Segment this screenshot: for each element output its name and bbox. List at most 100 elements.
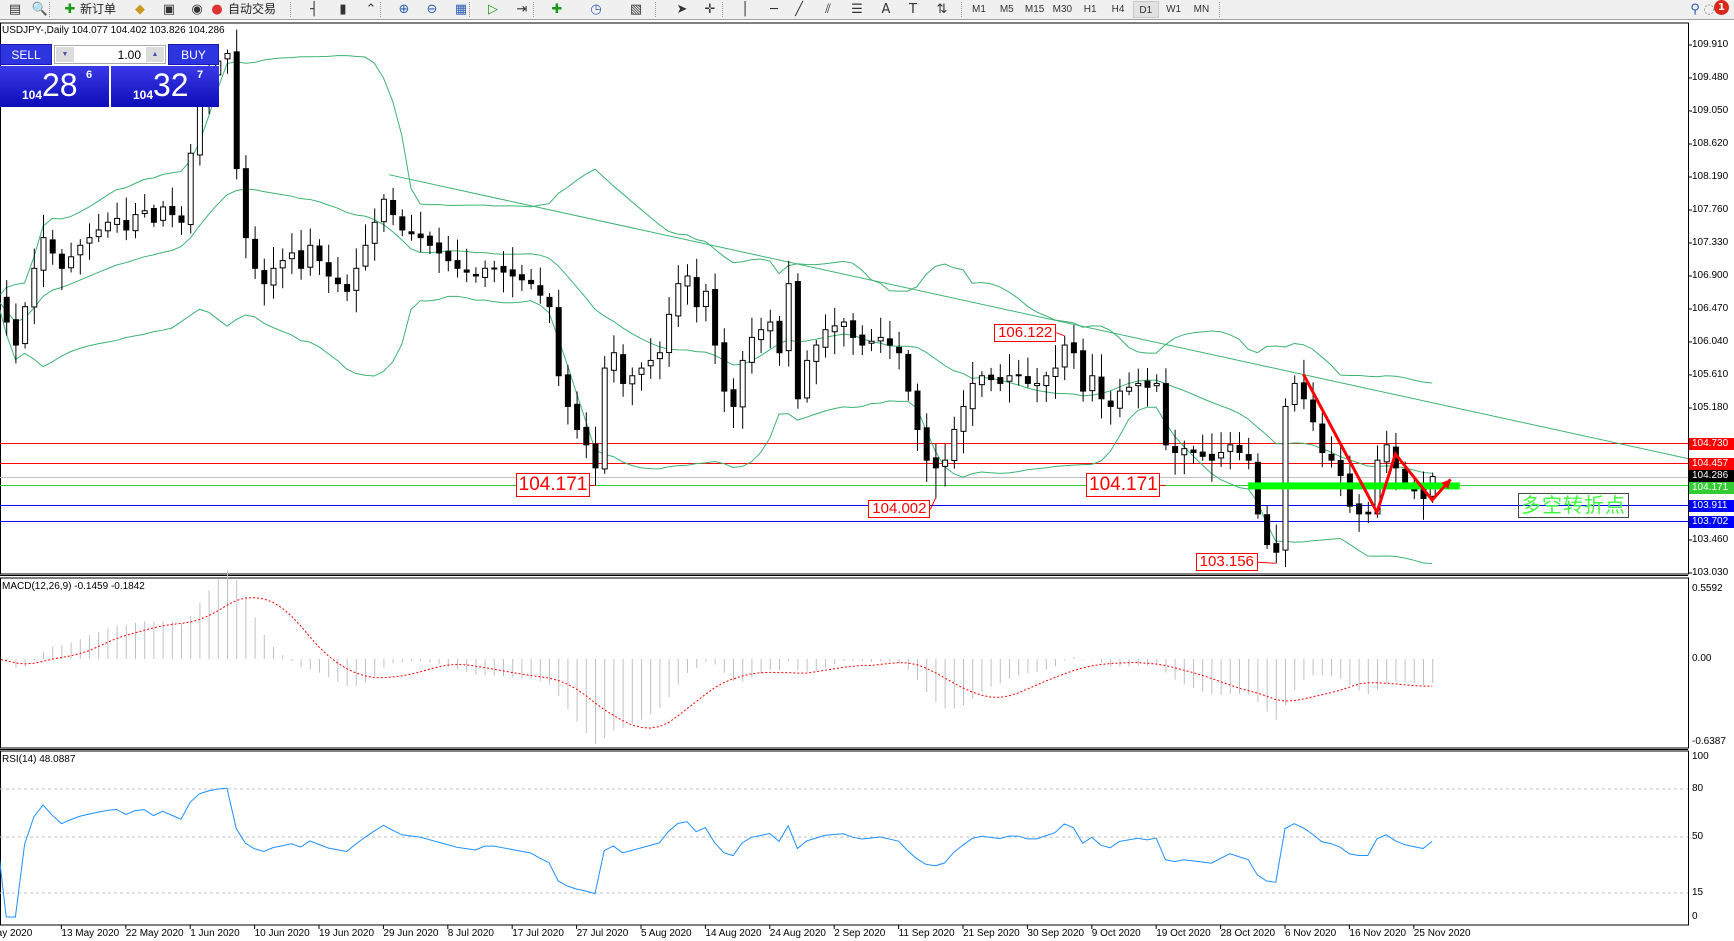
price-label-connector	[1056, 332, 1065, 337]
rsi-axis-label: 0	[1692, 911, 1698, 922]
candle-body	[666, 313, 673, 354]
candle	[132, 202, 139, 239]
candle	[426, 231, 433, 254]
candle-body	[40, 237, 47, 271]
text-icon[interactable]: A	[881, 2, 891, 17]
candle	[1144, 368, 1151, 407]
candle	[86, 223, 93, 260]
line-chart-icon[interactable]: ⌃	[365, 2, 377, 17]
candle	[1218, 432, 1225, 467]
chart-shift-icon[interactable]: ⇥	[516, 2, 528, 17]
auto-trading-button[interactable]: 自动交易	[228, 2, 277, 16]
candle-body	[1098, 376, 1105, 400]
lot-size-value[interactable]: 1.00	[117, 48, 141, 62]
candle-body	[1172, 446, 1179, 453]
chart-area[interactable]	[0, 21, 1734, 941]
search-icon[interactable]: ⚲	[1690, 2, 1700, 17]
trendline	[388, 174, 1689, 460]
notification-icon[interactable]: ◌	[1703, 2, 1715, 17]
buy-price[interactable]: 104 32 7	[111, 66, 219, 107]
candle	[242, 155, 249, 259]
equidistant-channel-icon[interactable]: ⫽	[825, 2, 831, 17]
timeframe-h4[interactable]: H4	[1111, 4, 1125, 15]
new-chart-icon[interactable]: ▤	[8, 2, 22, 17]
candlestick-icon[interactable]: ▮	[339, 2, 347, 17]
arrows-icon[interactable]: ⇅	[936, 2, 948, 17]
candle	[187, 144, 194, 234]
rsi-label: RSI(14) 48.0887	[2, 754, 76, 765]
candle-body	[380, 198, 387, 223]
vertical-line-icon[interactable]: │	[741, 2, 749, 17]
lot-size-stepper[interactable]: ▼ 1.00 ▲	[54, 45, 166, 64]
date-axis-label: 30 Sep 2020	[1027, 928, 1085, 939]
market-icon[interactable]: ◉	[191, 2, 203, 17]
toolbar-separator	[1219, 2, 1220, 17]
candle-body	[233, 51, 240, 170]
timeframe-m5[interactable]: M5	[999, 4, 1014, 15]
timeframe-d1[interactable]: D1	[1132, 1, 1159, 18]
fibonacci-icon[interactable]: ☰	[851, 2, 863, 17]
timeframe-m1[interactable]: M1	[972, 4, 986, 15]
trendline-icon[interactable]: ╱	[795, 2, 803, 17]
zoom-out-icon[interactable]: ⊖	[426, 2, 438, 17]
candle	[583, 412, 590, 459]
candle-body	[712, 289, 719, 346]
candle	[850, 313, 857, 355]
candle-body	[12, 319, 19, 346]
candle	[730, 378, 737, 429]
increase-lot-button[interactable]: ▲	[146, 47, 164, 62]
candle	[141, 194, 148, 218]
indicators-icon[interactable]: ✚	[551, 2, 563, 17]
candle	[114, 202, 121, 233]
notification-badge[interactable]: 1	[1714, 0, 1729, 15]
candle	[739, 350, 746, 429]
candle-body	[1273, 543, 1280, 553]
toolbar: ▤ 🔍 ✚ ◆ ▣ ◉ ● ┤ ▮ ⌃ ⊕ ⊖ ▦ ▷ ⇥ ✚ ◷ ▧ ➤ ✛ │ ─ ╱ ⫽ ☰ A T ⇅ ⚲ ◌ 新订单 自动交易 M1 M…	[0, 0, 1734, 20]
buy-button[interactable]: BUY	[168, 44, 219, 65]
cursor-icon[interactable]: ➤	[676, 2, 688, 17]
sell-price[interactable]: 104 28 6	[0, 66, 109, 107]
turning-point-note[interactable]: 多空转折点	[1518, 493, 1629, 518]
candle-body	[721, 342, 728, 392]
candle	[307, 228, 314, 276]
candle	[767, 309, 774, 349]
candle	[500, 251, 507, 293]
horizontal-line-icon[interactable]: ─	[770, 2, 778, 17]
candle-body	[960, 405, 967, 432]
bar-chart-icon[interactable]: ┤	[310, 2, 318, 17]
metaeditor-icon[interactable]: ◆	[135, 2, 145, 17]
candle	[261, 258, 268, 306]
candle	[3, 280, 10, 336]
templates-icon[interactable]: ▧	[629, 2, 643, 17]
candle-body	[840, 321, 847, 327]
price-label-104.171[interactable]: 104.171	[1086, 473, 1161, 498]
price-label-104.002[interactable]: 104.002	[868, 500, 931, 519]
profiles-icon[interactable]: 🔍	[31, 2, 49, 17]
timeframe-m30[interactable]: M30	[1052, 4, 1073, 15]
price-axis-label: 107.760	[1692, 203, 1729, 215]
candle	[537, 267, 544, 304]
price-label-104.171[interactable]: 104.171	[516, 473, 590, 498]
timeframe-h1[interactable]: H1	[1083, 4, 1097, 15]
candle-body	[969, 382, 976, 410]
timeframe-m15[interactable]: M15	[1024, 4, 1045, 15]
zoom-in-icon[interactable]: ⊕	[398, 2, 410, 17]
autoscroll-icon[interactable]: ▷	[488, 2, 498, 17]
sell-button[interactable]: SELL	[0, 44, 52, 65]
crosshair-icon[interactable]: ✛	[704, 2, 716, 17]
price-label-106.122[interactable]: 106.122	[994, 323, 1057, 342]
candle	[160, 200, 167, 227]
timeframe-w1[interactable]: W1	[1166, 4, 1182, 15]
candle-body	[859, 334, 866, 346]
tile-windows-icon[interactable]: ▦	[454, 2, 468, 17]
periods-icon[interactable]: ◷	[590, 2, 602, 17]
decrease-lot-button[interactable]: ▼	[56, 47, 74, 62]
candle-body	[850, 320, 857, 338]
signals-icon[interactable]: ▣	[162, 2, 176, 17]
new-order-button[interactable]: 新订单	[80, 2, 117, 16]
new-order-icon[interactable]: ✚	[64, 2, 76, 17]
timeframe-mn[interactable]: MN	[1193, 4, 1210, 15]
auto-trading-icon[interactable]: ●	[211, 2, 223, 17]
price-label-103.156[interactable]: 103.156	[1195, 553, 1258, 572]
text-label-icon[interactable]: T	[909, 2, 917, 17]
